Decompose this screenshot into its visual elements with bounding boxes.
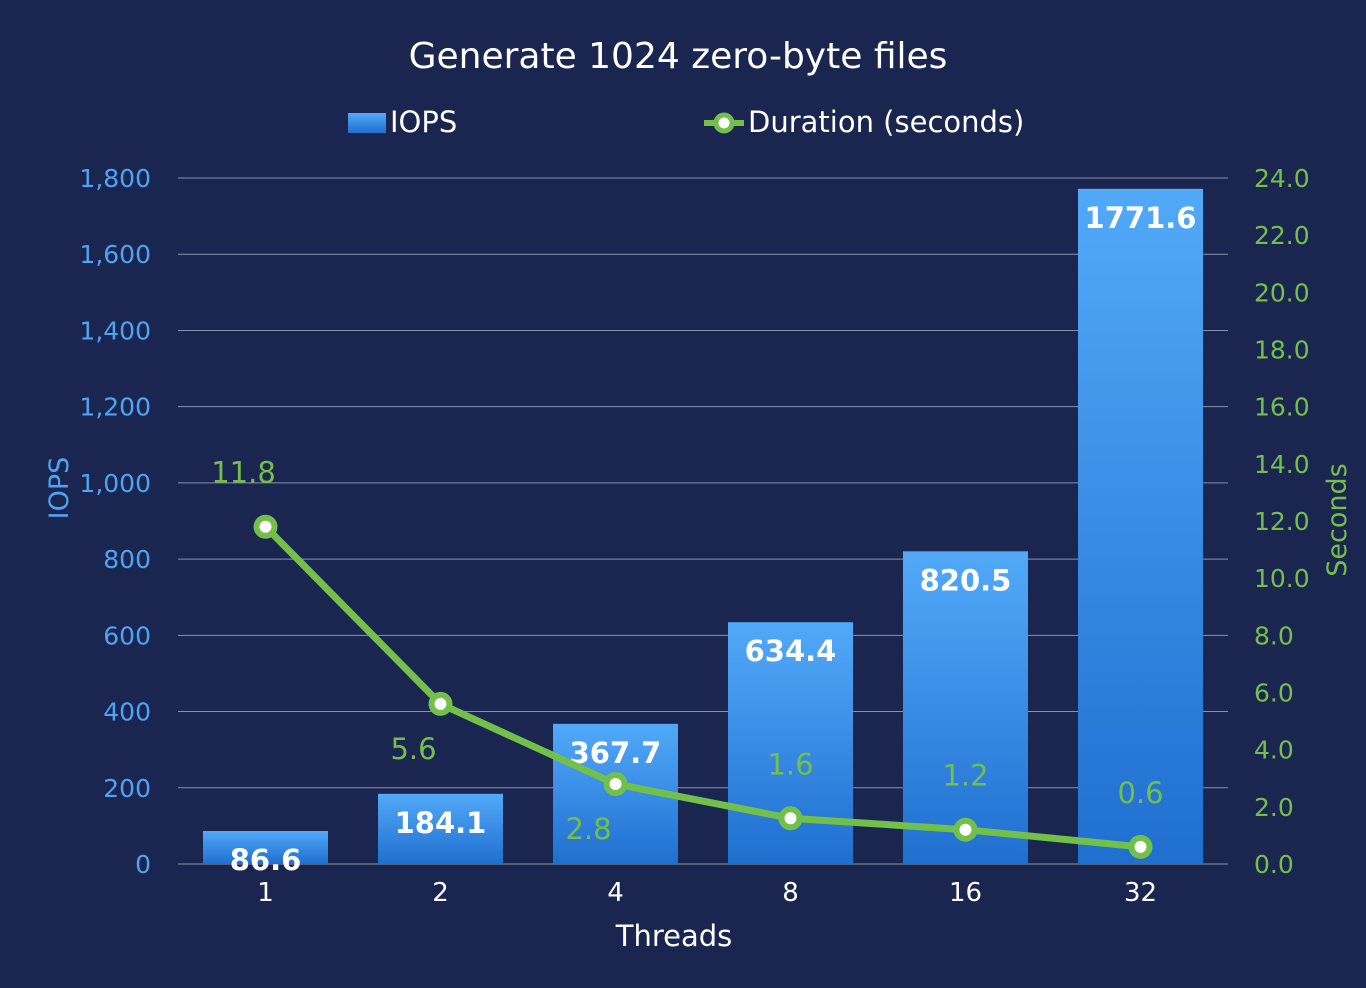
right-tick-label: 2.0 [1254,793,1294,822]
right-tick-label: 6.0 [1254,679,1294,708]
bar [903,551,1028,864]
duration-point [778,806,803,831]
left-tick-label: 1,600 [79,240,151,269]
legend-swatch-iops [348,113,386,133]
duration-value-label: 2.8 [565,812,611,846]
x-tick-label: 8 [782,878,799,908]
y-axis-label: IOPS [44,457,75,520]
legend-label-duration: Duration (seconds) [748,105,1024,139]
bar-value-label: 634.4 [745,634,837,668]
x-tick-label: 16 [949,878,982,908]
right-tick-label: 16.0 [1254,393,1310,422]
left-tick-label: 1,800 [79,164,151,193]
duration-point [1128,834,1153,859]
right-axis-ticks: 0.0 2.0 4.0 6.0 8.0 10.0 12.0 14.0 16.0 18.0 20.0 2… [1254,164,1310,879]
x-tick-label: 32 [1124,878,1157,908]
bar-value-label: 184.1 [395,806,487,840]
gridlines [178,177,1228,865]
right-tick-label: 10.0 [1254,564,1310,593]
left-tick-label: 1,200 [79,393,151,422]
bar [1078,188,1203,865]
right-tick-label: 4.0 [1254,736,1294,765]
bar-value-label: 820.5 [920,563,1012,597]
duration-point [253,514,278,539]
x-axis-ticks: 1 2 4 8 16 32 [257,878,1157,908]
legend-swatch-duration-marker [713,112,735,134]
left-tick-label: 800 [103,545,151,574]
duration-value-label: 1.6 [767,747,813,781]
right-tick-label: 8.0 [1254,621,1294,650]
duration-value-label: 1.2 [942,759,988,793]
duration-point [953,817,978,842]
right-tick-label: 18.0 [1254,336,1310,365]
x-axis-label: Threads [615,919,733,953]
x-tick-label: 1 [257,878,274,908]
legend-label-iops: IOPS [390,105,457,139]
legend: IOPS Duration (seconds) [348,105,1024,139]
duration-point [428,691,453,716]
right-tick-label: 12.0 [1254,507,1310,536]
x-tick-label: 4 [607,878,624,908]
bar-value-label: 1771.6 [1085,201,1197,235]
left-tick-label: 600 [103,621,151,650]
right-tick-label: 0.0 [1254,850,1294,879]
duration-line-path [263,524,1141,851]
left-axis-ticks: 0 200 400 600 800 1,000 1,200 1,400 1,600 1,800 [79,164,151,879]
iops-bar-labels: 86.6 184.1 367.7 634.4 820.5 1771.6 [230,201,1197,877]
bar [378,793,503,864]
duration-value-label: 0.6 [1117,776,1163,810]
x-tick-label: 2 [432,878,449,908]
iops-bars [203,188,1203,865]
left-tick-label: 1,400 [79,316,151,345]
left-tick-label: 1,000 [79,469,151,498]
bar [203,830,328,864]
left-tick-label: 400 [103,698,151,727]
left-tick-label: 200 [103,774,151,803]
right-tick-label: 24.0 [1254,164,1310,193]
duration-value-label: 11.8 [211,456,276,490]
y2-axis-label: Seconds [1322,463,1353,576]
duration-value-label: 5.6 [390,732,436,766]
chart-title: Generate 1024 zero-byte files [409,36,948,77]
duration-point [603,771,628,796]
right-tick-label: 20.0 [1254,278,1310,307]
left-tick-label: 0 [135,850,151,879]
bar-value-label: 367.7 [570,736,662,770]
duration-line: 11.8 5.6 2.8 1.6 1.2 0.6 [211,456,1164,859]
right-tick-label: 14.0 [1254,450,1310,479]
right-tick-label: 22.0 [1254,221,1310,250]
bar-value-label: 86.6 [230,843,302,877]
